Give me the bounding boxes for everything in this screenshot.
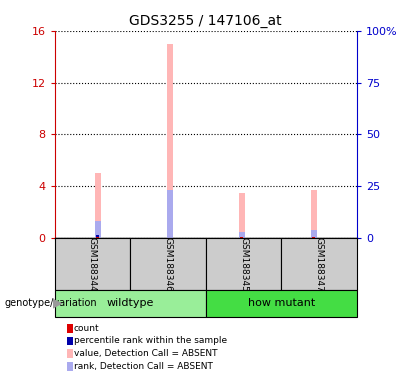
Text: genotype/variation: genotype/variation — [4, 298, 97, 308]
Bar — [311, 230, 317, 238]
Bar — [206, 238, 281, 290]
Text: wildtype: wildtype — [107, 298, 154, 308]
Bar — [240, 237, 243, 238]
Text: value, Detection Call = ABSENT: value, Detection Call = ABSENT — [74, 349, 217, 358]
Bar — [130, 238, 206, 290]
Bar — [55, 290, 206, 317]
Text: GSM188345: GSM188345 — [239, 237, 248, 291]
Text: ▶: ▶ — [52, 297, 62, 310]
Bar — [311, 190, 317, 238]
Bar — [239, 232, 245, 238]
Bar — [167, 190, 173, 238]
Text: rank, Detection Call = ABSENT: rank, Detection Call = ABSENT — [74, 362, 213, 371]
Bar — [95, 173, 101, 238]
Text: how mutant: how mutant — [248, 298, 315, 308]
Bar — [281, 238, 357, 290]
Text: percentile rank within the sample: percentile rank within the sample — [74, 336, 227, 346]
Title: GDS3255 / 147106_at: GDS3255 / 147106_at — [129, 14, 282, 28]
Bar — [95, 221, 101, 238]
Bar — [312, 237, 315, 238]
Bar — [206, 290, 357, 317]
Bar — [96, 237, 99, 238]
Text: GSM188347: GSM188347 — [315, 237, 324, 291]
Text: GSM188344: GSM188344 — [88, 237, 97, 291]
Bar — [167, 44, 173, 238]
Bar — [96, 235, 99, 237]
Bar — [55, 238, 130, 290]
Bar — [239, 193, 245, 238]
Text: count: count — [74, 324, 99, 333]
Text: GSM188346: GSM188346 — [163, 237, 173, 291]
